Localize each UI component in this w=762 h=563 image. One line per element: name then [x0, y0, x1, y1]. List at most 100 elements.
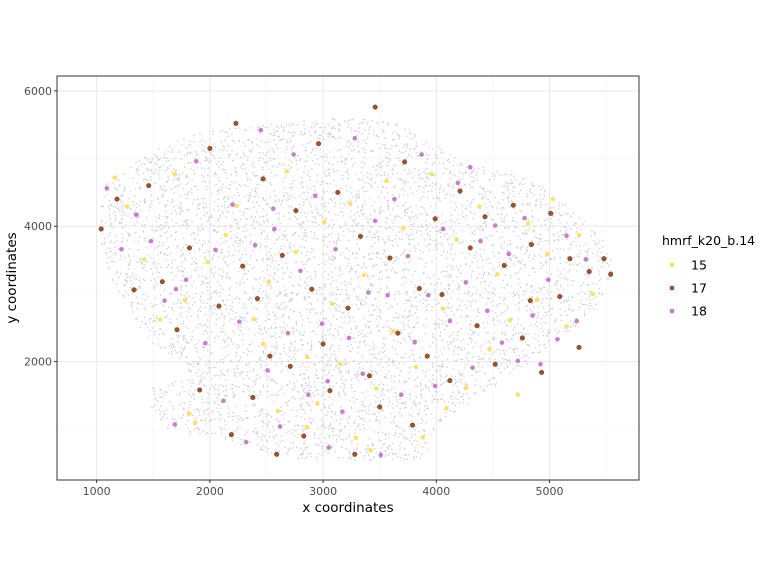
point-series-18: [366, 290, 371, 295]
point-series-17: [357, 233, 363, 239]
point-series-17: [457, 188, 463, 194]
y-tick-label: 6000: [24, 85, 52, 98]
legend-title: hmrf_k20_b.14: [662, 233, 755, 248]
point-series-18: [555, 336, 560, 342]
point-series-15: [284, 169, 290, 174]
point-series-18: [360, 371, 366, 377]
y-axis-ticks: 2000 4000 6000: [24, 85, 57, 369]
x-tick-label: 3000: [309, 485, 337, 498]
point-series-17: [439, 292, 445, 298]
point-series-18: [574, 318, 580, 324]
point-series-17: [432, 216, 438, 222]
point-series-17: [327, 388, 333, 394]
point-series-17: [501, 262, 507, 268]
point-series-17: [527, 298, 533, 304]
point-series-17: [260, 176, 266, 182]
point-series-15: [564, 324, 569, 329]
point-series-17: [233, 120, 239, 126]
point-series-15: [293, 249, 299, 255]
point-series-18: [193, 158, 199, 164]
point-series-15: [487, 347, 492, 352]
point-series-18: [346, 335, 352, 341]
point-series-17: [287, 363, 293, 369]
point-series-15: [124, 204, 130, 209]
point-series-18: [492, 223, 498, 228]
point-series-15: [544, 251, 550, 257]
point-series-18: [272, 226, 277, 232]
point-series-17: [279, 252, 285, 258]
point-series-17: [146, 183, 152, 189]
point-series-18: [484, 308, 490, 314]
point-series-18: [265, 368, 270, 373]
point-series-15: [112, 175, 118, 180]
point-series-15: [463, 385, 469, 391]
point-series-18: [463, 280, 469, 285]
point-series-18: [352, 135, 358, 141]
point-series-15: [477, 204, 482, 209]
point-series-18: [298, 268, 303, 274]
point-series-17: [567, 256, 573, 262]
x-tick-label: 5000: [536, 485, 564, 498]
point-series-17: [519, 335, 525, 341]
x-tick-label: 2000: [196, 485, 224, 498]
point-series-18: [419, 152, 424, 157]
point-series-15: [251, 316, 257, 322]
point-series-17: [254, 296, 260, 302]
point-series-17: [207, 145, 213, 151]
point-series-15: [390, 328, 396, 334]
point-series-18: [258, 127, 264, 133]
point-series-18: [285, 330, 291, 336]
point-series-18: [243, 439, 249, 445]
point-series-18: [440, 226, 446, 232]
point-series-17: [293, 208, 299, 214]
point-series-17: [114, 196, 120, 202]
series-points: [98, 104, 614, 458]
point-series-17: [197, 387, 203, 393]
point-series-15: [172, 171, 178, 177]
point-series-17: [301, 433, 307, 439]
point-series-18: [583, 257, 589, 262]
x-tick-label: 4000: [422, 485, 450, 498]
point-series-17: [474, 323, 480, 329]
point-series-18: [230, 202, 235, 207]
point-series-17: [416, 285, 422, 291]
point-series-15: [576, 232, 582, 238]
point-series-18: [133, 212, 139, 218]
point-series-17: [557, 294, 563, 300]
point-series-18: [325, 378, 330, 384]
point-series-17: [402, 159, 408, 165]
point-series-18: [426, 292, 431, 298]
point-series-18: [326, 445, 332, 450]
point-series-17: [372, 104, 378, 110]
point-series-15: [337, 361, 343, 366]
point-series-18: [405, 253, 411, 259]
point-series-15: [384, 178, 389, 184]
point-series-17: [228, 432, 234, 438]
x-axis-title: x coordinates: [302, 500, 393, 516]
point-series-18: [340, 409, 345, 414]
point-series-18: [432, 383, 438, 389]
point-series-17: [98, 226, 104, 232]
point-series-15: [304, 354, 310, 360]
point-series-15: [205, 259, 210, 265]
point-series-15: [315, 401, 320, 406]
point-series-18: [270, 206, 276, 211]
point-series-18: [538, 361, 543, 367]
point-series-18: [506, 251, 512, 257]
point-series-18: [277, 424, 283, 429]
point-series-18: [546, 277, 551, 282]
point-series-18: [372, 218, 378, 224]
point-series-18: [148, 238, 154, 244]
point-series-15: [515, 392, 521, 398]
point-series-18: [319, 321, 325, 326]
point-series-17: [510, 202, 516, 208]
point-series-18: [530, 313, 535, 318]
legend-label-17: 17: [691, 281, 707, 296]
point-series-15: [429, 171, 435, 177]
legend-keys: 15 17 18: [669, 258, 707, 319]
point-series-15: [187, 411, 192, 416]
legend-key-17: [669, 285, 675, 291]
point-series-17: [159, 279, 165, 285]
point-series-18: [333, 246, 338, 252]
point-series-15: [353, 435, 359, 441]
